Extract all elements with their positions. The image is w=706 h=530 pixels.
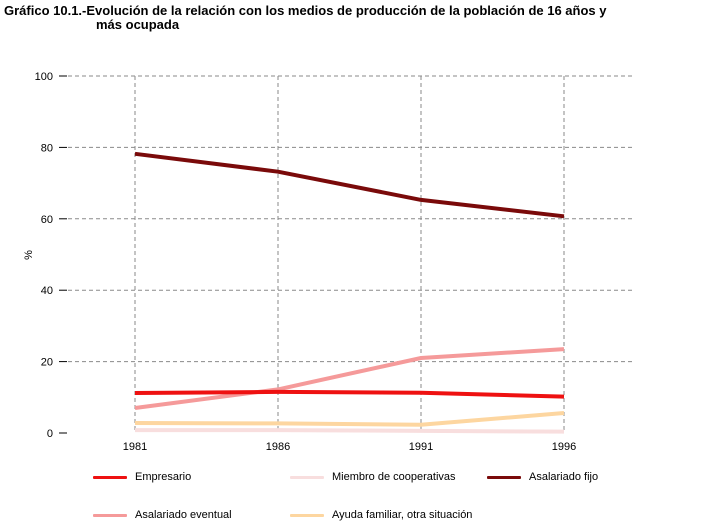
y-tick-label: 40 (41, 285, 53, 297)
chart-title-line-1: Gráfico 10.1.-Evolución de la relación c… (4, 3, 607, 18)
chart-title: Gráfico 10.1.-Evolución de la relación c… (4, 4, 694, 32)
x-tick-label: 1991 (409, 441, 433, 453)
x-tick-label: 1981 (123, 441, 147, 453)
y-tick-label: 0 (47, 428, 53, 440)
series-line-asalariado-fijo (134, 151, 565, 219)
y-tick-label: 80 (41, 142, 53, 154)
x-tick-label: 1996 (552, 441, 576, 453)
x-tick-label: 1986 (266, 441, 290, 453)
series-line-asalariado-eventual (134, 347, 565, 410)
y-tick-label: 60 (41, 214, 53, 226)
y-tick-label: 20 (41, 357, 53, 369)
series-line-miembro-de-cooperativas (135, 428, 565, 434)
chart-title-line-2: más ocupada (96, 17, 180, 32)
series-line-ayuda-familiar-otra-situaci-n (134, 411, 565, 427)
series-line-empresario (134, 389, 565, 399)
y-tick-label: 100 (35, 71, 53, 83)
y-axis-label: % (23, 250, 35, 260)
